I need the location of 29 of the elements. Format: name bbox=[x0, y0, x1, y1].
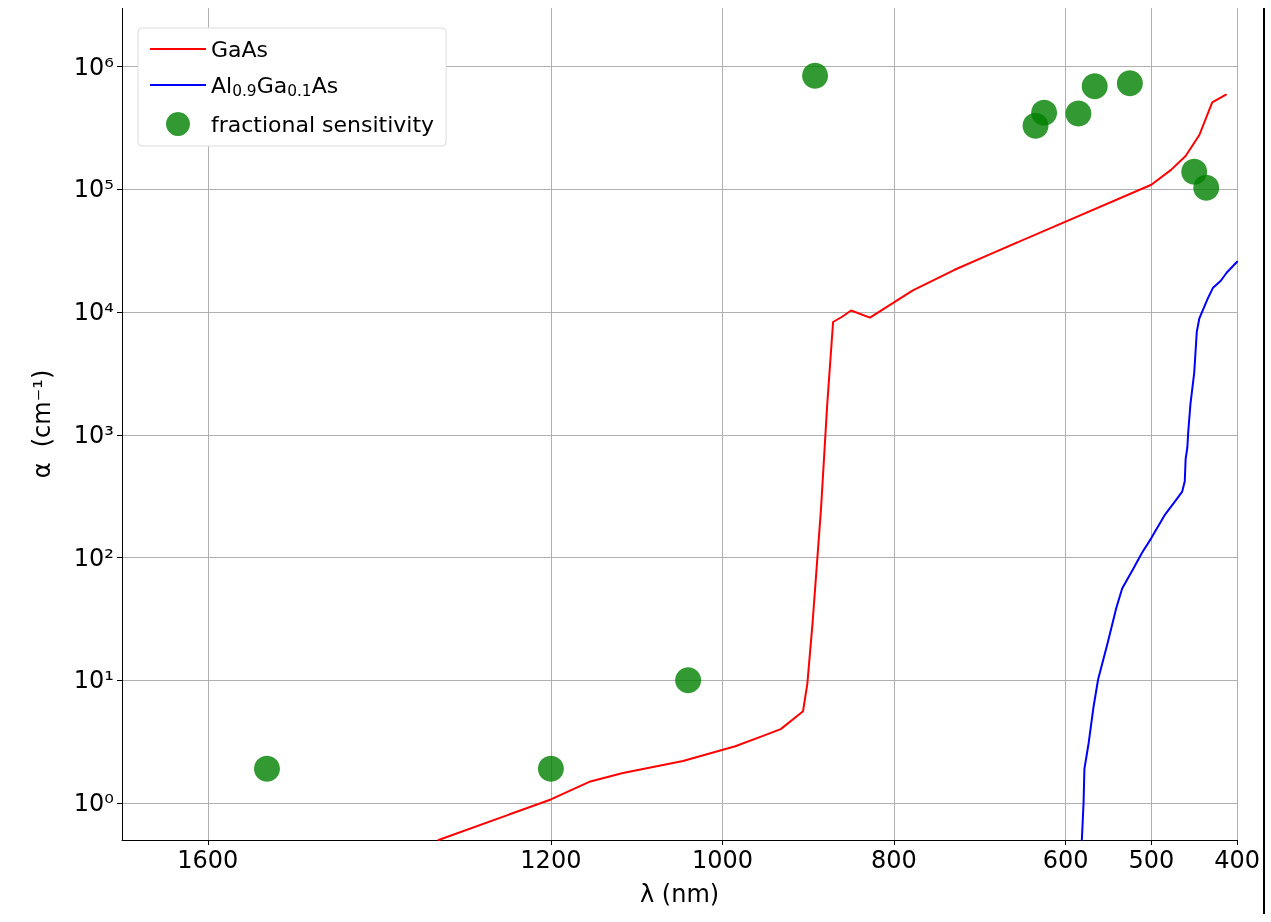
point bbox=[1065, 100, 1092, 127]
x-tick-label: 1200 bbox=[520, 846, 582, 874]
y-tick-label: 10² bbox=[73, 543, 114, 572]
y-tick-label: 10³ bbox=[73, 420, 114, 449]
x-tick-label: 600 bbox=[1042, 846, 1089, 874]
legend-label: GaAs bbox=[211, 36, 269, 62]
point bbox=[1031, 99, 1058, 126]
point bbox=[802, 62, 829, 89]
y-tick-label: 10⁵ bbox=[73, 175, 114, 204]
point bbox=[253, 755, 280, 782]
y-tick-label: 10⁶ bbox=[73, 52, 114, 81]
point bbox=[1081, 73, 1108, 100]
line-series bbox=[437, 93, 1227, 841]
legend-label: fractional sensitivity bbox=[211, 111, 435, 137]
y-axis-title: α (cm⁻¹) bbox=[28, 369, 56, 479]
point bbox=[675, 667, 702, 694]
x-tick-label: 1000 bbox=[691, 846, 753, 874]
y-tick-label: 10⁴ bbox=[73, 298, 114, 327]
point bbox=[1193, 174, 1220, 201]
point bbox=[1116, 70, 1143, 97]
point bbox=[537, 755, 564, 782]
x-tick-label: 1600 bbox=[177, 846, 239, 874]
y-tick-label: 10¹ bbox=[73, 666, 114, 695]
x-tick-label: 400 bbox=[1214, 846, 1260, 874]
y-tick-label: 10⁰ bbox=[73, 789, 114, 818]
x-tick-label: 800 bbox=[871, 846, 917, 874]
line-series bbox=[1080, 260, 1239, 841]
x-axis-title: λ (nm) bbox=[639, 880, 720, 908]
x-tick-label: 500 bbox=[1128, 846, 1175, 874]
